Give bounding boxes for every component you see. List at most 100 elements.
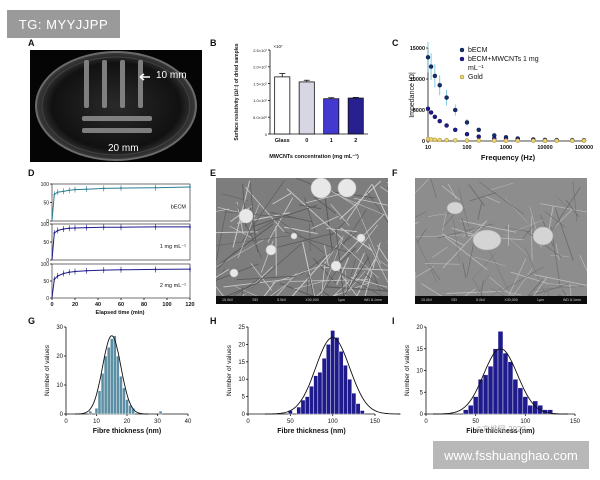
chart-c-point [515, 138, 520, 143]
chart-i-bar [482, 374, 489, 415]
chart-g-bar [122, 387, 126, 415]
chart-i-bar [492, 348, 499, 415]
sem-image-e: 15.0kV SEI 5.0kV X30,000 1µm WD 8.1mm [216, 178, 388, 304]
chart-c-legend-label: mL⁻¹ [468, 65, 484, 72]
chart-d-subplot-label: bECM [171, 205, 187, 211]
chart-h-bar [334, 337, 340, 415]
chart-g-bar [113, 335, 117, 415]
chart-b-bar [274, 76, 291, 135]
chart-d-xtick-label: 0 [50, 302, 53, 308]
chart-i-ylabel: Number of values [404, 344, 411, 396]
chart-h-bar [347, 379, 352, 415]
chart-g-xtick-label: 10 [93, 419, 100, 425]
panel-d-letter: D [28, 168, 35, 178]
chart-b-category-label: Glass [275, 138, 290, 144]
chart-g-gaussian-fit [75, 335, 149, 415]
chart-g-bar [88, 410, 93, 415]
chart-g-bar [110, 338, 114, 415]
chart-c-point [444, 95, 449, 100]
chart-h-bar [321, 358, 327, 415]
chart-i-bar [507, 361, 514, 415]
chart-d-point [120, 268, 122, 271]
chart-h-ytick-label: 10 [238, 377, 245, 383]
chart-h-xtick-label: 100 [328, 419, 339, 425]
chart-d-point [53, 232, 56, 234]
chart-h-xtick-label: 150 [370, 419, 381, 425]
chart-c-point [432, 114, 438, 120]
chart-h-ytick-label: 0 [242, 412, 246, 418]
panel-f-letter: F [392, 168, 398, 178]
panel-e-letter: E [210, 168, 217, 178]
chart-c-legend-marker [459, 47, 465, 53]
chart-b-category-label: 1 [330, 138, 333, 144]
chart-d-point [56, 275, 59, 277]
chart-c-point [432, 137, 438, 143]
chart-i-ytick-label: 15 [416, 347, 423, 353]
panel-g-letter: G [28, 316, 36, 326]
chart-c-xtick-label: 100000 [575, 145, 593, 151]
chart-c-point [432, 73, 438, 79]
tg-header-tag: TG: MYYJJPP [7, 10, 120, 38]
chart-c-point [492, 138, 497, 143]
chart-c-point [570, 138, 575, 143]
chart-i-bar [468, 405, 474, 415]
chart-c-point [444, 137, 449, 143]
chart-d-subplot-label: 2 mg mL⁻¹ [160, 283, 186, 289]
chart-i-bar [497, 331, 504, 415]
faint-watermark: ©方桦网 2022 [476, 425, 526, 434]
chart-c-ytick-label: 10000 [410, 77, 425, 83]
chart-g-ylabel: Number of values [44, 344, 51, 396]
chart-h-ytick-label: 5 [242, 395, 246, 401]
chart-c-legend-label: bECM+MWCNTs 1 mg [468, 56, 539, 63]
chart-g-xtick-label: 40 [185, 419, 192, 425]
chart-d-series-line [51, 186, 191, 222]
chart-g-bar [128, 405, 132, 415]
chart-c-legend-label: Gold [468, 74, 483, 81]
chart-g-xlabel: Fibre thickness (nm) [93, 428, 161, 435]
chart-h-xtick-label: 50 [287, 419, 294, 425]
chart-h-bar [330, 330, 335, 415]
chart-d-ytick-label: 50 [43, 200, 49, 206]
chart-d-point [68, 227, 71, 230]
label-10mm: 10 mm [156, 70, 187, 81]
chart-c-point [428, 137, 434, 142]
chart-c-point [542, 138, 548, 143]
chart-i-xtick-label: 0 [424, 419, 428, 425]
chart-g-bar [103, 355, 108, 415]
chart-b-scale-label: ×10⁷ [273, 44, 283, 49]
chart-c-legend-label: bECM [468, 47, 488, 54]
chart-i-bar [512, 379, 519, 415]
chart-c-point [437, 82, 442, 88]
chart-d-ytick-label: 100 [41, 182, 50, 188]
chart-d-point [120, 187, 122, 189]
chart-g-xtick-label: 0 [64, 419, 68, 425]
chart-d-point [62, 190, 65, 193]
chart-d-point [102, 269, 105, 272]
chart-b-ylabel: Surface resistivity (Ω/□) of dried sampl… [234, 43, 240, 140]
chart-h-bar [317, 372, 323, 415]
chart-d-ytick-label: 50 [43, 279, 49, 285]
chart-c-xtick-label: 10000 [537, 145, 552, 151]
chart-h-bar [313, 375, 319, 415]
chart-d-ytick-label: 50 [43, 240, 49, 246]
chart-i-bar [487, 365, 494, 415]
petri-dish-photo: 10 mm 20 mm [30, 50, 202, 162]
chart-c-legend-marker [459, 74, 465, 80]
chart-b-ytick-label: 0 [265, 132, 268, 137]
chart-b-xlabel: MWCNTs concentration (mg mL⁻¹) [269, 153, 359, 160]
chart-i-ytick-label: 0 [420, 412, 424, 418]
chart-d-ytick-label: 100 [41, 262, 50, 268]
chart-h-bar [309, 385, 314, 415]
chart-g-bar [125, 399, 129, 415]
chart-d-ytick-label: 0 [46, 296, 49, 302]
chart-h-bar [326, 344, 331, 415]
chart-i-xtick-label: 50 [472, 419, 479, 425]
chart-h-bar [304, 396, 310, 415]
chart-d-ytick-label: 100 [41, 222, 50, 228]
chart-c-point [464, 120, 470, 125]
chart-c-point [453, 138, 458, 143]
chart-h-bar [343, 365, 348, 415]
chart-d-point [154, 186, 157, 189]
chart-h-bar [300, 399, 306, 415]
chart-g-xtick-label: 20 [124, 419, 131, 425]
